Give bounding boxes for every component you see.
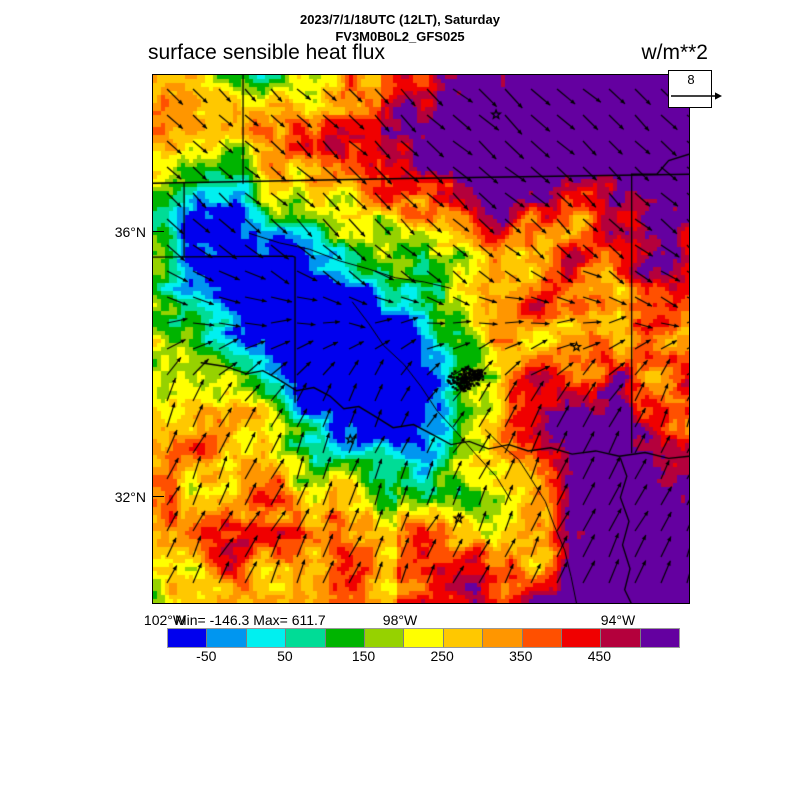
units-label: w/m**2	[641, 41, 708, 64]
colorbar-cell-7	[443, 629, 484, 647]
valid-time-title: 2023/7/1/18UTC (12LT), Saturday	[300, 12, 500, 27]
min-max-statistics: Min= -146.3 Max= 611.7	[175, 612, 326, 628]
colorbar-cell-1	[207, 629, 247, 647]
reference-wind-vector-arrow-icon	[671, 92, 722, 100]
heatmap-plot-area[interactable]	[152, 74, 690, 604]
colorbar-cell-5	[364, 629, 405, 647]
lat-tick-32n	[152, 496, 164, 497]
colorbar-cell-6	[404, 629, 444, 647]
colorbar-tick-labels: -50 50 150 250 350 450	[167, 648, 678, 668]
colorbar-cell-8	[483, 629, 523, 647]
lon-label-102w: 102°W	[143, 612, 187, 628]
colorbar-cell-11	[601, 629, 641, 647]
colorbar-tick-450: 450	[587, 648, 612, 664]
wind-vector-overlay	[153, 75, 689, 603]
lat-tick-36n	[152, 231, 164, 232]
colorbar[interactable]	[167, 628, 680, 648]
colorbar-tick-350: 350	[509, 648, 533, 664]
colorbar-tick-50: 50	[277, 648, 293, 664]
reference-vector-magnitude: 8	[687, 72, 695, 87]
page-title: surface sensible heat flux	[148, 41, 385, 64]
colorbar-tick--50: -50	[196, 648, 217, 664]
colorbar-cell-3	[286, 629, 326, 647]
lat-label-32n: 32°N	[114, 489, 146, 505]
colorbar-cell-0	[168, 629, 208, 647]
model-name-title: FV3M0B0L2_GFS025	[335, 29, 465, 44]
colorbar-tick-150: 150	[351, 648, 376, 664]
colorbar-cell-4	[325, 629, 365, 647]
colorbar-cell-2	[246, 629, 287, 647]
lat-label-36n: 36°N	[114, 224, 146, 240]
lon-label-98w: 98°W	[382, 612, 418, 628]
colorbar-cell-9	[522, 629, 562, 647]
colorbar-cell-12	[640, 629, 680, 647]
reference-vector-legend: 8	[668, 70, 722, 108]
lon-label-94w: 94°W	[600, 612, 636, 628]
colorbar-tick-250: 250	[430, 648, 454, 664]
colorbar-cell-10	[561, 629, 602, 647]
